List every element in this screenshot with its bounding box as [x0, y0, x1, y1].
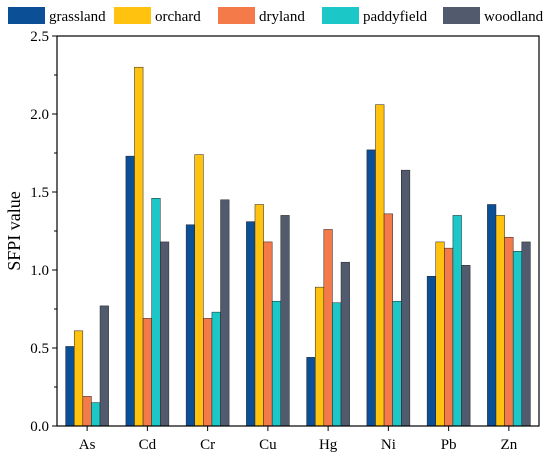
bar-dryland-pb	[444, 247, 454, 427]
bar-woodland-cu	[280, 215, 290, 427]
legend-label-dryland: dryland	[259, 9, 305, 25]
x-tick-label-cd: Cd	[139, 437, 157, 453]
x-tick-label-zn: Zn	[501, 437, 518, 453]
bar-dryland-zn	[504, 236, 514, 427]
bar-woodland-cd	[160, 241, 170, 427]
bar-grassland-pb	[426, 275, 436, 427]
bar-grassland-cr	[185, 224, 195, 427]
legend-swatch-woodland	[443, 7, 480, 24]
bar-grassland-as	[65, 346, 75, 427]
x-axis: As Cd Cr Cu Hg Ni Pb Zn	[79, 426, 518, 453]
bar-dryland-ni	[383, 213, 393, 427]
legend-label-woodland: woodland	[484, 9, 544, 25]
bar-grassland-cu	[246, 221, 256, 427]
bar-orchard-as	[73, 330, 84, 427]
bar-woodland-ni	[401, 169, 411, 427]
bar-woodland-pb	[461, 265, 471, 427]
legend-swatch-paddyfield	[322, 7, 359, 24]
bar-orchard-cu	[254, 204, 264, 427]
y-tick-label: 0.5	[30, 341, 49, 357]
bar-paddyfield-zn	[512, 251, 523, 427]
bar-paddyfield-cr	[211, 311, 221, 427]
y-axis: 0.0 0.5 1.0 1.5 2.0 2.5	[30, 29, 57, 435]
legend-label-orchard: orchard	[155, 9, 201, 25]
bar-paddyfield-cd	[151, 197, 161, 427]
y-tick-label: 2.5	[30, 29, 49, 45]
bar-orchard-pb	[435, 241, 445, 427]
y-axis-title: SFPI value	[4, 191, 24, 271]
bar-woodland-cr	[220, 199, 230, 427]
legend-label-grassland: grassland	[49, 9, 106, 25]
bar-orchard-cd	[134, 66, 144, 427]
legend: grassland orchard dryland paddyfield woodlan…	[8, 7, 544, 25]
legend-label-paddyfield: paddyfield	[363, 9, 428, 25]
x-tick-label-hg: Hg	[319, 437, 338, 453]
bar-grassland-cd	[125, 155, 135, 427]
bar-grassland-hg	[306, 357, 316, 427]
bar-orchard-cr	[194, 154, 204, 427]
bar-grassland-zn	[487, 204, 497, 427]
bar-dryland-hg	[323, 229, 333, 427]
y-tick-label: 2.0	[30, 107, 49, 123]
bar-paddyfield-ni	[392, 300, 402, 427]
bar-dryland-as	[82, 396, 92, 427]
bar-woodland-as	[99, 305, 109, 427]
bar-paddyfield-hg	[332, 302, 342, 427]
legend-swatch-dryland	[218, 7, 255, 24]
bar-paddyfield-cu	[271, 300, 282, 427]
bar-paddyfield-as	[91, 402, 101, 427]
bar-orchard-hg	[314, 286, 325, 427]
y-tick-label: 1.0	[30, 263, 49, 279]
bar-grassland-ni	[366, 149, 376, 427]
bar-woodland-zn	[521, 241, 531, 427]
bar-dryland-cr	[203, 318, 213, 427]
legend-swatch-grassland	[8, 7, 45, 24]
legend-swatch-orchard	[114, 7, 151, 24]
x-tick-label-pb: Pb	[441, 437, 457, 453]
bar-series-group	[65, 66, 531, 427]
bar-dryland-cu	[263, 241, 273, 427]
x-tick-label-cu: Cu	[259, 437, 277, 453]
bar-woodland-hg	[340, 261, 350, 427]
x-tick-label-cr: Cr	[200, 437, 215, 453]
bar-paddyfield-pb	[452, 215, 462, 427]
bar-orchard-ni	[375, 104, 385, 427]
x-tick-label-ni: Ni	[381, 437, 396, 453]
bar-dryland-cd	[142, 318, 152, 427]
bar-orchard-zn	[495, 215, 505, 427]
x-tick-label-as: As	[79, 437, 96, 453]
y-tick-label: 1.5	[30, 185, 49, 201]
y-tick-label: 0.0	[30, 419, 49, 435]
